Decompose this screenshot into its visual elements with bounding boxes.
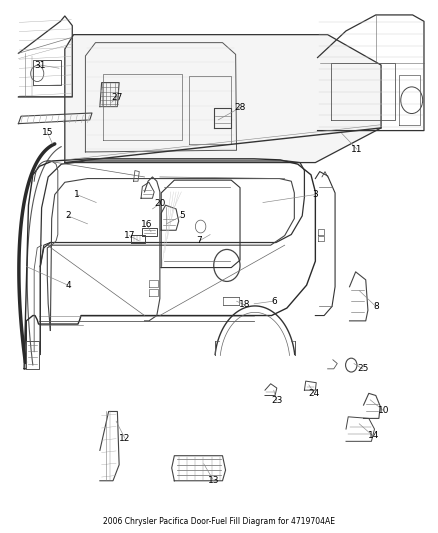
Text: 23: 23 xyxy=(271,397,283,405)
Text: 6: 6 xyxy=(271,297,277,305)
Text: 25: 25 xyxy=(357,365,368,373)
Text: 13: 13 xyxy=(208,477,219,485)
Text: 27: 27 xyxy=(112,93,123,101)
Text: 8: 8 xyxy=(373,302,379,311)
Text: 3: 3 xyxy=(312,190,318,199)
Text: 14: 14 xyxy=(367,432,379,440)
Text: 12: 12 xyxy=(119,434,131,442)
Text: 16: 16 xyxy=(141,221,152,229)
Text: 7: 7 xyxy=(196,237,202,245)
Text: 20: 20 xyxy=(154,199,166,208)
Text: 5: 5 xyxy=(179,212,185,220)
Text: 17: 17 xyxy=(124,231,135,240)
Text: 28: 28 xyxy=(234,103,246,112)
Polygon shape xyxy=(65,35,381,163)
Text: 11: 11 xyxy=(351,145,363,154)
Text: 2006 Chrysler Pacifica Door-Fuel Fill Diagram for 4719704AE: 2006 Chrysler Pacifica Door-Fuel Fill Di… xyxy=(103,517,335,526)
Text: 2: 2 xyxy=(65,212,71,220)
Text: 18: 18 xyxy=(239,301,250,309)
Text: 4: 4 xyxy=(65,281,71,289)
Text: 1: 1 xyxy=(74,190,80,199)
Text: 24: 24 xyxy=(309,389,320,398)
Text: 10: 10 xyxy=(378,406,389,415)
Text: 15: 15 xyxy=(42,128,53,136)
Text: 31: 31 xyxy=(35,61,46,69)
